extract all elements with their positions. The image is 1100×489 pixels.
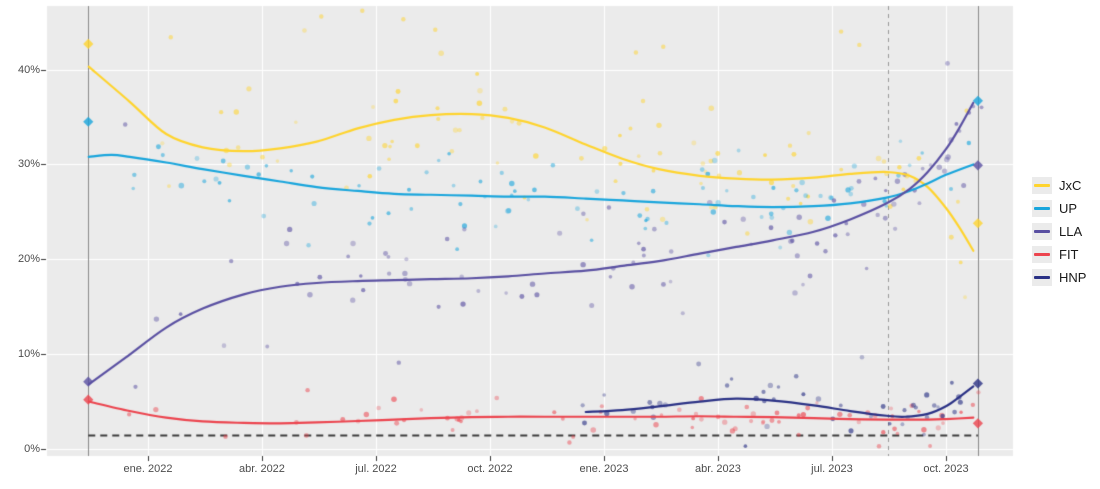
x-axis-tick-label: oct. 2023: [923, 463, 969, 475]
x-axis-tick-label: jul. 2023: [811, 463, 853, 475]
y-axis-tick-label: 10%: [17, 348, 40, 361]
y-axis-tick-label: 0%: [24, 442, 40, 455]
legend-item-label: HNP: [1059, 269, 1087, 285]
legend-key-swatch: [1032, 199, 1052, 217]
legend-key-line-icon: [1034, 252, 1050, 256]
y-axis-tick-label: 20%: [17, 253, 40, 266]
legend-key-swatch: [1032, 268, 1052, 286]
legend: JxC UP LLA FIT HNP: [1032, 174, 1086, 289]
legend-item-label: UP: [1059, 200, 1078, 216]
x-axis-tick-label: ene. 2022: [123, 463, 173, 475]
legend-key-line-icon: [1034, 275, 1050, 279]
legend-key-swatch: [1032, 222, 1052, 240]
legend-key-line-icon: [1034, 229, 1050, 233]
legend-item-label: LLA: [1059, 223, 1083, 239]
legend-key-swatch: [1032, 245, 1052, 263]
legend-item-jxc: JxC: [1032, 175, 1086, 196]
legend-item-fit: FIT: [1032, 244, 1086, 265]
legend-key-line-icon: [1034, 183, 1050, 187]
legend-key-line-icon: [1034, 206, 1050, 210]
legend-item-lla: LLA: [1032, 221, 1086, 242]
x-axis-tick-label: abr. 2022: [239, 463, 285, 475]
y-axis-tick-label: 30%: [17, 158, 40, 171]
y-axis-tick-label: 40%: [17, 63, 40, 76]
x-axis-tick-label: abr. 2023: [695, 463, 741, 475]
x-axis-tick-label: jul. 2022: [355, 463, 397, 475]
legend-item-label: FIT: [1059, 246, 1079, 262]
legend-item-label: JxC: [1059, 177, 1082, 193]
x-axis-tick-label: oct. 2022: [467, 463, 513, 475]
legend-key-swatch: [1032, 176, 1052, 194]
legend-item-up: UP: [1032, 198, 1086, 219]
x-axis-tick-label: ene. 2023: [579, 463, 629, 475]
legend-item-hnp: HNP: [1032, 267, 1086, 288]
